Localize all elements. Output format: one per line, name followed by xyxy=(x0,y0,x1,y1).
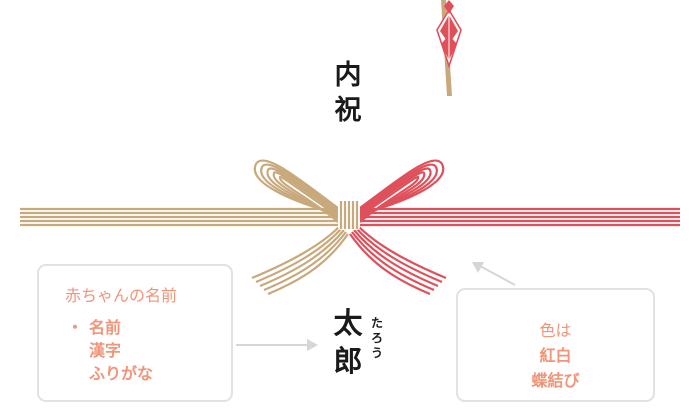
red-tails xyxy=(349,225,447,296)
furigana-char: う xyxy=(370,346,383,360)
cord-note-bold: 蝶結び xyxy=(531,371,580,390)
cord-color-note: 色は 紅白 蝶結び xyxy=(456,288,655,402)
gold-cords xyxy=(20,207,338,227)
omotegaki-title: 内 祝 xyxy=(326,58,370,128)
cord-note-bold: 紅白 xyxy=(539,346,572,365)
baby-name: 太 郎 xyxy=(326,304,370,380)
noshi-ornament-icon xyxy=(436,0,462,96)
note-item: ふりがな xyxy=(89,364,154,383)
bullet-icon: ・ xyxy=(67,318,84,337)
note-item-list: ・名前 漢字 ふりがな xyxy=(67,316,154,385)
name-furigana: た ろ う xyxy=(369,316,385,361)
name-char: 郎 xyxy=(333,344,363,378)
mizuhiki-knot xyxy=(338,200,360,230)
gold-tails xyxy=(251,225,349,296)
furigana-char: ろ xyxy=(370,331,383,345)
red-cords xyxy=(360,207,680,227)
cord-note-plain: 色は xyxy=(539,321,572,340)
name-pointer-arrow xyxy=(236,339,318,351)
baby-name-note: 赤ちゃんの名前 ・名前 漢字 ふりがな xyxy=(37,264,233,402)
gold-bow-loop xyxy=(253,159,339,223)
cord-note-line-1: 色は 紅白 xyxy=(458,318,653,368)
cord-pointer-arrow xyxy=(472,262,516,286)
note-title: 赤ちゃんの名前 xyxy=(65,286,178,305)
red-bow-loop xyxy=(359,159,445,223)
furigana-char: た xyxy=(370,316,383,330)
cord-note-line-2: 蝶結び xyxy=(458,368,653,393)
note-item-label: 名前 xyxy=(89,318,122,337)
note-item: 漢字 xyxy=(89,341,122,360)
name-char: 太 xyxy=(333,306,363,340)
omotegaki-char: 内 xyxy=(334,60,362,91)
note-item: ・名前 xyxy=(67,316,153,339)
cord-note-text: 色は 紅白 蝶結び xyxy=(458,318,653,393)
omotegaki-char: 祝 xyxy=(334,95,362,126)
